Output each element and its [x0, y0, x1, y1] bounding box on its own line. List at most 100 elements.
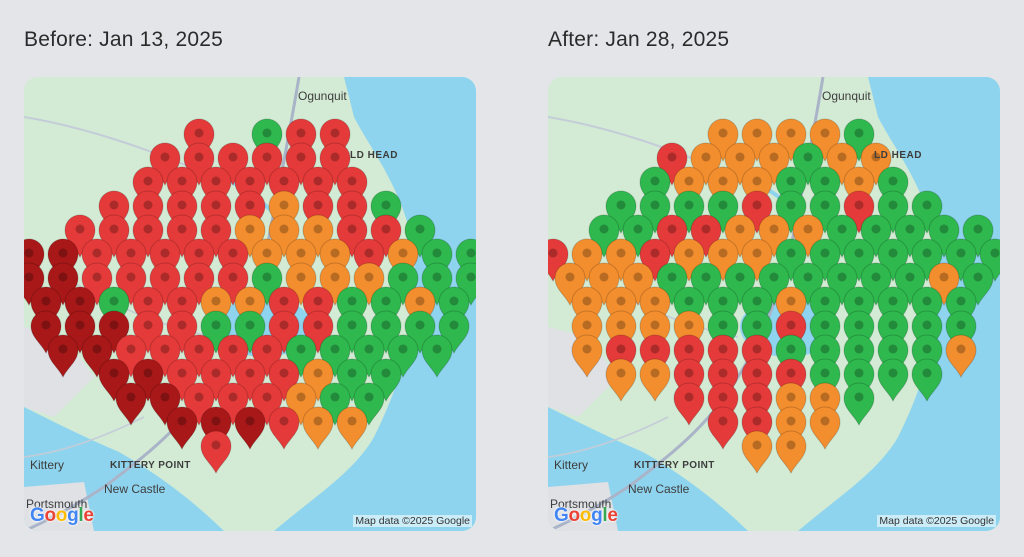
map-pin-g — [809, 358, 841, 403]
map-pin-r — [707, 334, 739, 379]
label-ogunquit: Ogunquit — [298, 89, 347, 103]
map-pin-r — [775, 358, 807, 403]
map-pin-o — [387, 238, 419, 283]
map-pin-r — [98, 190, 130, 235]
map-pin-r — [707, 382, 739, 427]
label-kittery: Kittery — [554, 458, 589, 472]
map-pin-g — [843, 286, 875, 331]
map-pin-r — [302, 190, 334, 235]
urban-area — [548, 482, 618, 531]
map-pin-g — [370, 286, 402, 331]
label-portsmouth: Portsmouth — [26, 497, 88, 511]
map-pin-r — [336, 166, 368, 211]
map-pin-r — [707, 358, 739, 403]
map-pin-g — [251, 118, 283, 163]
map-pin-g — [877, 310, 909, 355]
map-pin-r — [132, 286, 164, 331]
map-pin-g — [775, 166, 807, 211]
map-pin-r — [183, 238, 215, 283]
map-pin-o — [251, 238, 283, 283]
map-pin-d — [166, 406, 198, 451]
map-pin-r — [673, 334, 705, 379]
map-pin-r — [741, 406, 773, 451]
map-pin-o — [285, 238, 317, 283]
ocean — [274, 77, 476, 531]
map-pin-o — [639, 358, 671, 403]
map-pin-g — [911, 286, 943, 331]
map-pin-g — [945, 310, 977, 355]
map-pin-r — [132, 166, 164, 211]
map-pin-g — [438, 286, 470, 331]
map-pin-g — [421, 334, 453, 379]
map-pin-g — [809, 166, 841, 211]
map-pin-o — [605, 310, 637, 355]
map-pin-g — [707, 310, 739, 355]
map-pin-g — [421, 238, 453, 283]
map-pin-g — [843, 358, 875, 403]
map-pin-g — [843, 334, 875, 379]
map-pin-g — [741, 286, 773, 331]
map-pin-o — [775, 406, 807, 451]
map-pin-o — [234, 286, 266, 331]
map-pin-o — [707, 166, 739, 211]
after-map[interactable]: Ogunquit LD HEAD Kittery KITTERY POINT N… — [548, 77, 1000, 531]
map-pin-g — [775, 334, 807, 379]
map-pin-r — [707, 406, 739, 451]
map-pin-g — [911, 310, 943, 355]
ocean — [798, 77, 1000, 531]
map-pin-g — [843, 310, 875, 355]
map-pin-o — [809, 406, 841, 451]
map-pin-r — [234, 166, 266, 211]
map-pin-r — [200, 166, 232, 211]
map-canvas — [24, 77, 476, 531]
urban-area — [24, 482, 94, 531]
map-pin-o — [571, 286, 603, 331]
map-pin-r — [166, 166, 198, 211]
map-pin-d — [234, 406, 266, 451]
map-pin-g — [911, 334, 943, 379]
map-pin-o — [945, 334, 977, 379]
map-pin-r — [639, 334, 671, 379]
map-pin-g — [809, 286, 841, 331]
map-pin-r — [605, 334, 637, 379]
map-pin-g — [336, 286, 368, 331]
label-kittery-point: KITTERY POINT — [110, 460, 191, 471]
map-pin-r — [673, 358, 705, 403]
map-pin-o — [673, 166, 705, 211]
map-attribution[interactable]: Map data ©2025 Google — [877, 515, 996, 527]
map-pin-g — [877, 334, 909, 379]
urban-area — [24, 327, 94, 417]
map-pin-g — [673, 286, 705, 331]
map-pin-r — [132, 190, 164, 235]
map-pin-r — [268, 166, 300, 211]
map-pin-r — [336, 190, 368, 235]
map-pin-r — [183, 118, 215, 163]
map-pin-o — [775, 382, 807, 427]
map-pin-g — [860, 214, 892, 259]
map-pin-o — [319, 238, 351, 283]
map-pin-r — [234, 190, 266, 235]
urban-area — [548, 327, 618, 417]
map-pin-o — [843, 166, 875, 211]
map-pin-o — [809, 382, 841, 427]
map-pin-r — [741, 334, 773, 379]
map-pin-r — [775, 310, 807, 355]
map-pin-r — [166, 286, 198, 331]
road — [548, 416, 669, 458]
map-pin-o — [404, 286, 436, 331]
map-pin-r — [200, 430, 232, 475]
before-map[interactable]: Ogunquit LD HEAD Kittery KITTERY POINT N… — [24, 77, 476, 531]
map-pin-g — [707, 286, 739, 331]
map-pin-r — [166, 190, 198, 235]
map-pin-r — [302, 166, 334, 211]
map-pin-g — [370, 190, 402, 235]
google-logo: Google — [30, 505, 94, 526]
map-pin-o — [302, 406, 334, 451]
map-pin-r — [115, 238, 147, 283]
map-pin-d — [200, 406, 232, 451]
map-pin-r — [200, 190, 232, 235]
map-pin-g — [843, 382, 875, 427]
map-attribution[interactable]: Map data ©2025 Google — [353, 515, 472, 527]
map-pin-r — [741, 382, 773, 427]
map-pin-d — [115, 382, 147, 427]
